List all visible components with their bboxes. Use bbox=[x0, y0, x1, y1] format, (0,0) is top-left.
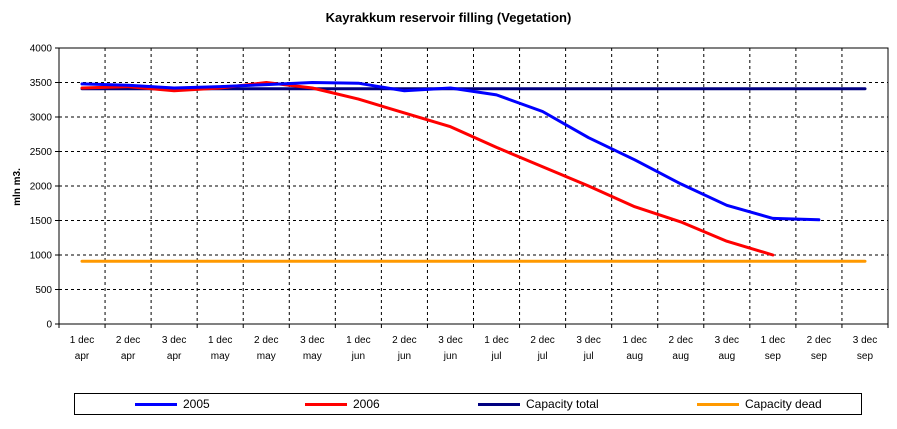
series-lines bbox=[80, 81, 867, 263]
x-tick-label: 2 dec bbox=[116, 335, 140, 346]
y-tick-label: 500 bbox=[35, 285, 52, 296]
grid bbox=[59, 48, 888, 324]
x-tick-label: 3 dec bbox=[162, 335, 186, 346]
y-tick-label: 2500 bbox=[30, 147, 53, 158]
x-tick-label: 1 dec bbox=[346, 335, 370, 346]
legend-swatch bbox=[697, 402, 739, 406]
x-tick-label: 1 dec bbox=[761, 335, 785, 346]
x-tick-label-month: apr bbox=[167, 351, 182, 362]
x-tick-label: 3 dec bbox=[715, 335, 739, 346]
x-tick-label: 3 dec bbox=[438, 335, 462, 346]
axes: 0 500 1000 1500 2000 2500 3000 3500 4000 1 dec apr… bbox=[30, 44, 889, 362]
x-tick-label: 2 dec bbox=[807, 335, 831, 346]
x-tick-label-month: apr bbox=[121, 351, 136, 362]
legend-swatch bbox=[305, 402, 347, 406]
legend-label: 2005 bbox=[183, 397, 210, 411]
x-tick-label: 1 dec bbox=[70, 335, 94, 346]
legend-swatch bbox=[478, 402, 520, 406]
x-tick-label: 3 dec bbox=[576, 335, 600, 346]
y-tick-label: 0 bbox=[46, 320, 52, 331]
x-tick-label-month: jun bbox=[443, 351, 457, 362]
y-tick-label: 1000 bbox=[30, 251, 53, 262]
x-tick-label: 1 dec bbox=[484, 335, 508, 346]
y-tick-label: 3000 bbox=[30, 113, 53, 124]
x-tick-label: 2 dec bbox=[254, 335, 278, 346]
x-tick-label-month: sep bbox=[857, 351, 874, 362]
x-tick-label-month: aug bbox=[672, 351, 689, 362]
legend-item: Capacity total bbox=[478, 397, 599, 411]
legend: 2005 2006 Capacity total Capacity dead bbox=[74, 393, 862, 415]
x-tick-label-month: jul bbox=[491, 351, 502, 362]
x-tick-label-month: may bbox=[257, 351, 276, 362]
x-tick-label-month: sep bbox=[811, 351, 828, 362]
x-tick-label-month: jun bbox=[397, 351, 411, 362]
x-tick-label: 1 dec bbox=[622, 335, 646, 346]
legend-item: 2006 bbox=[305, 397, 380, 411]
legend-label: Capacity total bbox=[526, 397, 599, 411]
x-tick-label-month: may bbox=[211, 351, 230, 362]
series-line-2005 bbox=[80, 81, 821, 222]
x-tick-label-month: aug bbox=[626, 351, 643, 362]
x-tick-label-month: may bbox=[303, 351, 322, 362]
legend-label: Capacity dead bbox=[745, 397, 822, 411]
y-tick-label: 1500 bbox=[30, 216, 53, 227]
x-tick-label-month: jul bbox=[537, 351, 548, 362]
x-tick-label-month: jun bbox=[351, 351, 365, 362]
x-tick-label: 2 dec bbox=[392, 335, 416, 346]
legend-label: 2006 bbox=[353, 397, 380, 411]
series-line-2006 bbox=[80, 81, 775, 257]
x-tick-label: 1 dec bbox=[208, 335, 232, 346]
y-axis-label: mln m3. bbox=[12, 168, 23, 206]
legend-swatch bbox=[135, 402, 177, 406]
x-tick-label-month: sep bbox=[765, 351, 782, 362]
chart-title: Kayrakkum reservoir filling (Vegetation) bbox=[325, 10, 572, 25]
x-tick-label: 3 dec bbox=[853, 335, 877, 346]
x-tick-label: 2 dec bbox=[530, 335, 554, 346]
legend-item: 2005 bbox=[135, 397, 210, 411]
y-tick-label: 4000 bbox=[30, 44, 53, 55]
x-tick-label: 3 dec bbox=[300, 335, 324, 346]
y-tick-label: 3500 bbox=[30, 78, 53, 89]
x-tick-label-month: apr bbox=[75, 351, 90, 362]
x-tick-label-month: jul bbox=[583, 351, 594, 362]
x-tick-label: 2 dec bbox=[669, 335, 693, 346]
legend-item: Capacity dead bbox=[697, 397, 822, 411]
y-tick-label: 2000 bbox=[30, 182, 53, 193]
x-tick-label-month: aug bbox=[718, 351, 735, 362]
